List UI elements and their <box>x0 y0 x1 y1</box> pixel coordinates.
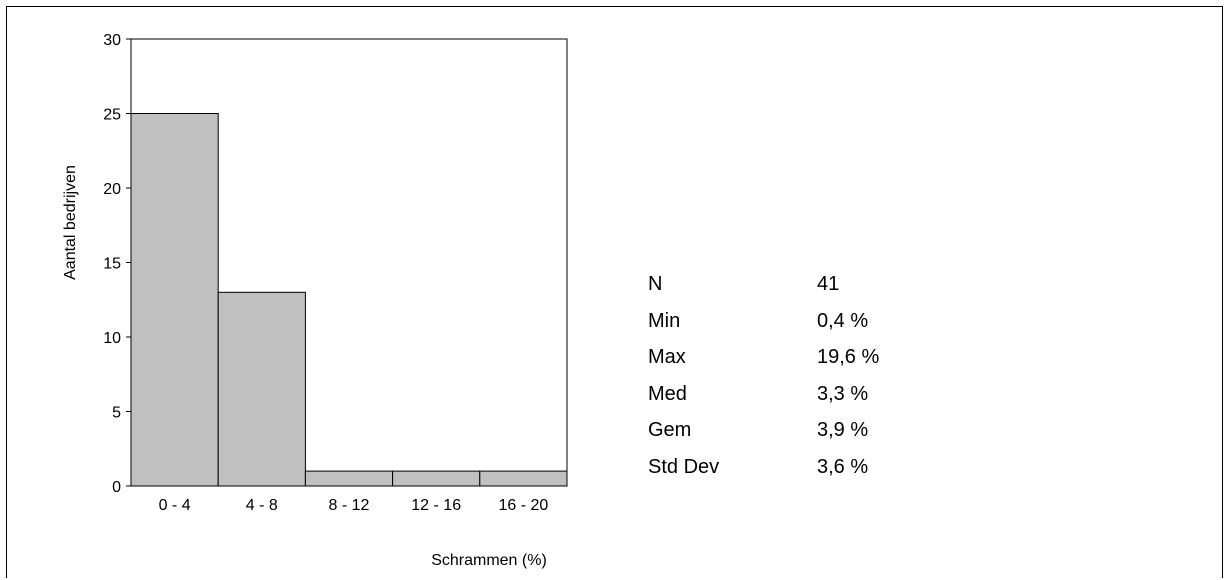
y-tick-label: 15 <box>103 256 121 273</box>
bar-12-16 <box>392 470 481 487</box>
bar-0-4 <box>130 113 219 487</box>
y-tick-label: 5 <box>112 405 121 422</box>
stat-value: 3,9 % <box>817 419 869 442</box>
stat-row-med: Med 3,3 % <box>648 376 879 413</box>
figure-frame <box>6 6 1223 578</box>
stat-row-gem: Gem 3,9 % <box>648 412 879 449</box>
y-axis-label: Aantal bedrijven <box>62 165 79 280</box>
stat-value: 3,6 % <box>817 455 869 478</box>
stat-value: 41 <box>817 273 840 295</box>
x-axis-label: Schrammen (%) <box>431 552 547 569</box>
stat-row-std-dev: Std Dev 3,6 % <box>648 449 879 486</box>
x-tick-label: 16 - 20 <box>498 497 548 514</box>
stat-value: 3,3 % <box>817 382 869 405</box>
stat-label: Max <box>648 346 686 369</box>
bar-16-20 <box>479 470 568 487</box>
stat-label: Gem <box>648 419 692 442</box>
stat-label: Min <box>648 309 681 332</box>
stat-value: 0,4 % <box>817 309 869 332</box>
y-tick-label: 30 <box>103 32 121 49</box>
y-tick-label: 25 <box>103 107 121 124</box>
stat-row-min: Min 0,4 % <box>648 303 879 340</box>
stat-label: Std Dev <box>648 455 720 478</box>
stat-label: N <box>648 273 663 295</box>
bar-4-8 <box>217 291 306 487</box>
x-tick-label: 8 - 12 <box>329 497 370 514</box>
stat-row-max: Max 19,6 % <box>648 339 879 376</box>
x-tick-label: 12 - 16 <box>411 497 461 514</box>
y-tick-label: 0 <box>112 479 121 496</box>
y-tick-label: 10 <box>103 330 121 347</box>
x-tick-label: 0 - 4 <box>159 497 191 514</box>
stat-label: Med <box>648 382 687 405</box>
stat-value: 19,6 % <box>817 346 880 369</box>
x-tick-label: 4 - 8 <box>246 497 278 514</box>
stat-row-n: N 41 <box>648 266 879 303</box>
summary-statistics: N 41 Min 0,4 % Max 19,6 % Med 3,3 % Gem … <box>648 266 879 486</box>
bar-8-12 <box>304 470 394 487</box>
y-tick-label: 20 <box>103 181 121 198</box>
